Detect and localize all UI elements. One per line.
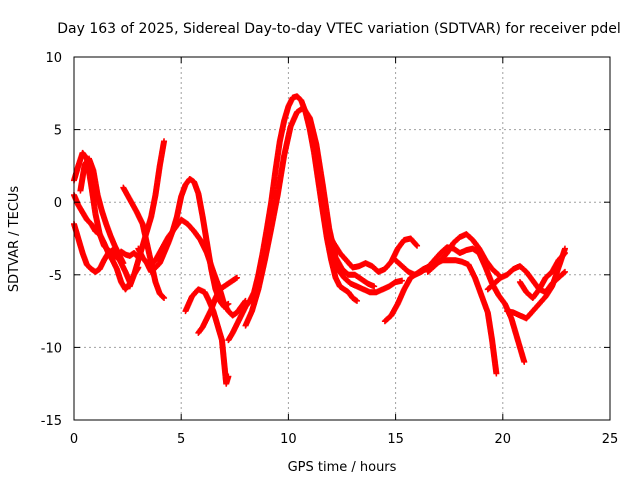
series-sat-track-9 (182, 286, 232, 387)
data-point (561, 250, 568, 257)
data-point (561, 268, 568, 275)
data-point (120, 260, 127, 267)
y-tick-label: -5 (49, 269, 62, 284)
axis-ticks: 0 5 10 15 20 25 -15 -10 -5 0 5 10 (41, 51, 619, 447)
x-tick-label: 0 (70, 432, 78, 447)
data-point (161, 138, 168, 145)
data-point (354, 297, 361, 304)
data-point (521, 358, 528, 365)
y-tick-label: -10 (41, 341, 62, 356)
series-sat-track-17 (424, 231, 502, 278)
series-sat-track-20 (516, 250, 568, 302)
series-sat-track-11 (225, 93, 361, 344)
data-point (493, 370, 500, 377)
x-tick-label: 20 (495, 432, 512, 447)
data-point (399, 277, 406, 284)
x-axis-label: GPS time / hours (288, 460, 397, 475)
y-tick-label: 0 (54, 196, 62, 211)
series-sat-track-6 (126, 138, 168, 290)
chart-title: Day 163 of 2025, Sidereal Day-to-day VTE… (57, 21, 621, 37)
x-tick-label: 10 (280, 432, 297, 447)
x-tick-label: 15 (387, 432, 404, 447)
data-point (233, 274, 240, 281)
y-tick-label: 5 (54, 124, 62, 139)
series-sat-track-4 (77, 155, 127, 267)
series-sat-track-8 (146, 216, 249, 319)
data-point (371, 283, 378, 290)
grid-lines (74, 57, 610, 420)
data-point (225, 373, 232, 380)
series-sat-track-10 (195, 274, 240, 336)
series-sat-track-12 (242, 104, 378, 329)
series-sat-track-16 (392, 244, 528, 365)
series-sat-track-13 (323, 228, 421, 275)
data-points (71, 93, 568, 387)
plot-frame (73, 56, 611, 421)
y-tick-label: -15 (41, 414, 62, 429)
data-point (161, 295, 168, 302)
y-tick-label: 10 (45, 51, 62, 66)
y-axis-label: SDTVAR / TECUs (7, 186, 22, 293)
x-tick-label: 5 (177, 432, 185, 447)
x-tick-label: 25 (602, 432, 619, 447)
series-sat-track-14 (328, 254, 406, 296)
data-point (414, 242, 421, 249)
